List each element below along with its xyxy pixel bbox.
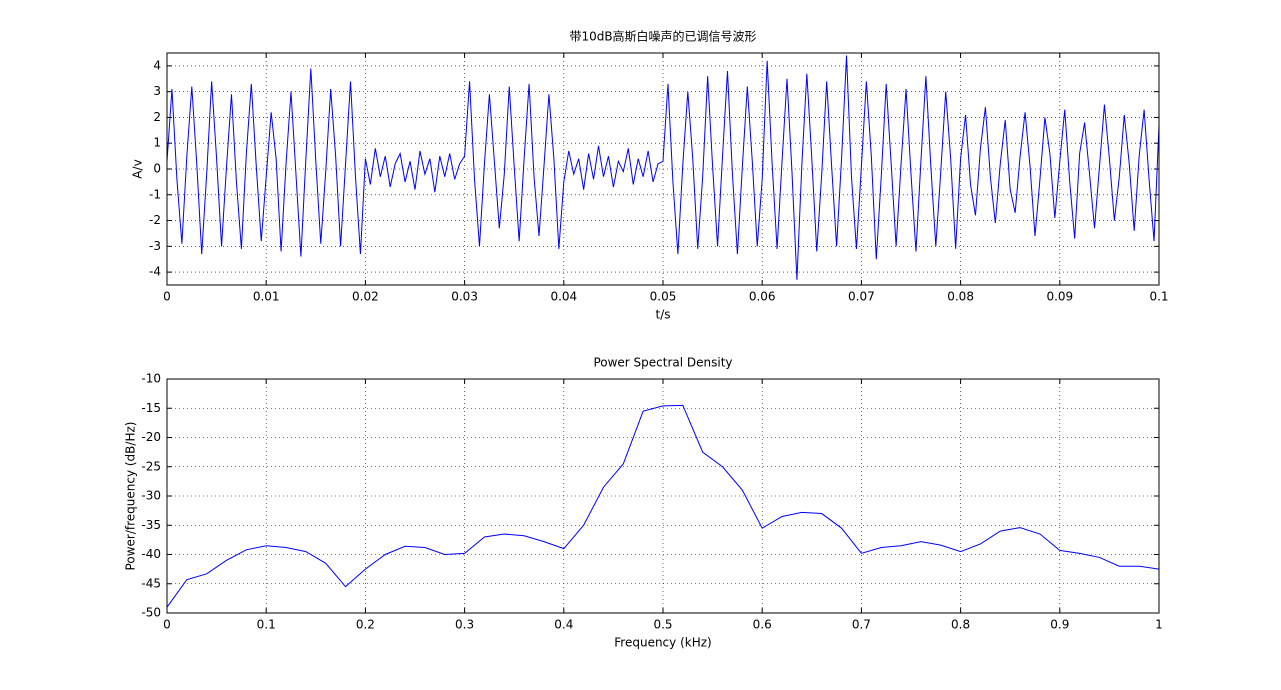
y-tick-label: -25 xyxy=(141,459,161,473)
x-tick-label: 0.3 xyxy=(455,618,474,632)
x-tick-label: 0.02 xyxy=(352,290,379,304)
x-tick-label: 0.9 xyxy=(1050,618,1069,632)
chart-title: Power Spectral Density xyxy=(593,356,732,370)
axes-box xyxy=(166,378,1160,614)
y-tick-label: 3 xyxy=(153,84,161,98)
axes-box xyxy=(166,52,1160,286)
y-axis-label: Power/frequency (dB/Hz) xyxy=(124,422,138,571)
x-tick-label: 0.5 xyxy=(653,618,672,632)
y-tick-label: -1 xyxy=(149,187,161,201)
x-tick-label: 0.07 xyxy=(848,290,875,304)
x-tick-label: 0.08 xyxy=(947,290,974,304)
y-tick-label: -40 xyxy=(141,547,161,561)
y-tick-label: 0 xyxy=(153,162,161,176)
x-axis-label: Frequency (kHz) xyxy=(614,636,711,650)
y-tick-label: -3 xyxy=(149,239,161,253)
y-tick-label: -45 xyxy=(141,576,161,590)
x-tick-label: 0 xyxy=(163,618,171,632)
y-tick-label: -2 xyxy=(149,213,161,227)
y-tick-label: -30 xyxy=(141,489,161,503)
y-tick-label: -35 xyxy=(141,518,161,532)
y-tick-label: -4 xyxy=(149,265,161,279)
x-tick-label: 0.2 xyxy=(356,618,375,632)
y-tick-label: -10 xyxy=(141,372,161,386)
x-tick-label: 0.1 xyxy=(257,618,276,632)
y-tick-label: 1 xyxy=(153,136,161,150)
x-tick-label: 0.6 xyxy=(753,618,772,632)
data-line xyxy=(166,55,1160,280)
x-tick-label: 0.03 xyxy=(451,290,478,304)
x-tick-label: 0 xyxy=(163,290,171,304)
x-tick-label: 1 xyxy=(1155,618,1163,632)
x-tick-label: 0.09 xyxy=(1046,290,1073,304)
x-tick-label: 0.1 xyxy=(1149,290,1168,304)
y-axis-label: A/v xyxy=(131,159,145,178)
data-line xyxy=(166,404,1160,608)
y-tick-label: 4 xyxy=(153,58,161,72)
y-tick-label: 2 xyxy=(153,110,161,124)
x-tick-label: 0.01 xyxy=(253,290,280,304)
y-tick-label: -20 xyxy=(141,430,161,444)
y-tick-label: -15 xyxy=(141,401,161,415)
x-tick-label: 0.04 xyxy=(550,290,577,304)
chart-title: 带10dB高斯白噪声的已调信号波形 xyxy=(569,29,756,44)
x-tick-label: 0.4 xyxy=(554,618,573,632)
x-tick-label: 0.05 xyxy=(650,290,677,304)
x-axis-label: t/s xyxy=(656,308,671,322)
y-tick-label: -50 xyxy=(141,606,161,620)
x-tick-label: 0.7 xyxy=(852,618,871,632)
x-tick-label: 0.06 xyxy=(749,290,776,304)
x-tick-label: 0.8 xyxy=(951,618,970,632)
